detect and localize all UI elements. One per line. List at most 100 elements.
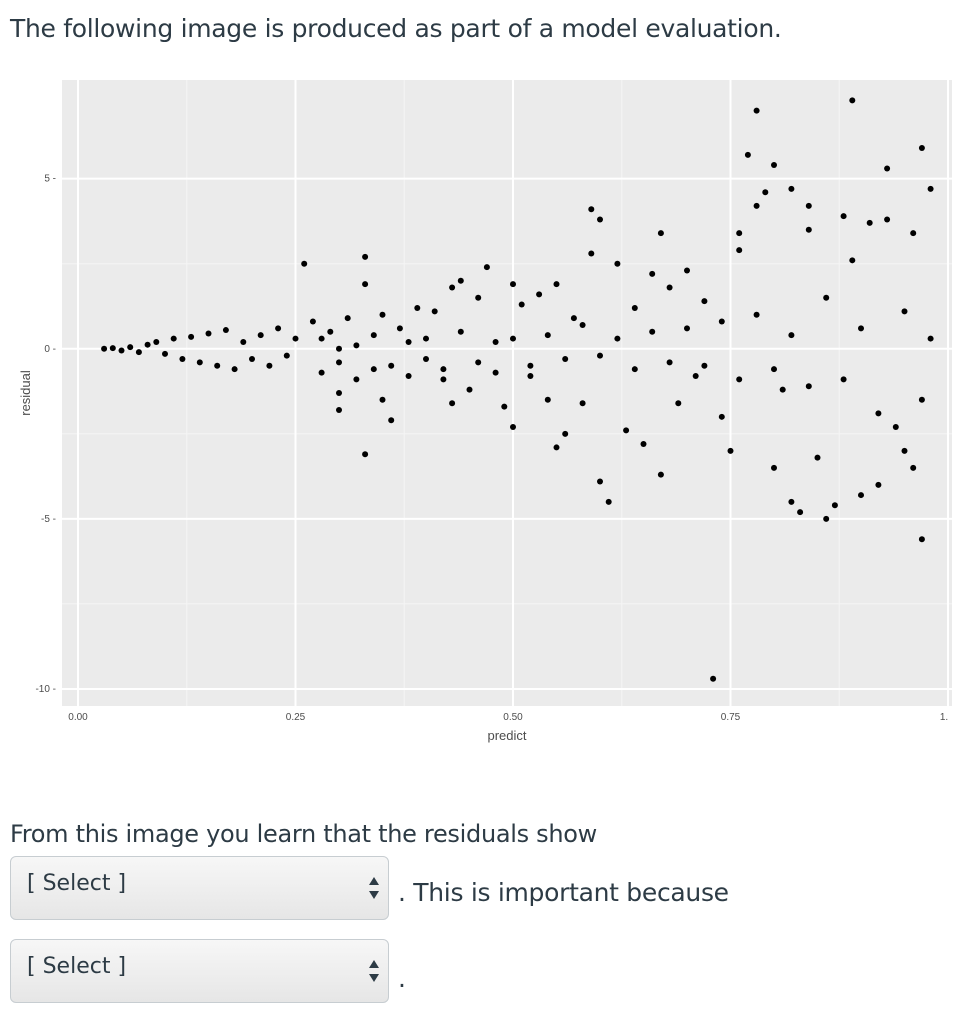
data-point <box>423 335 429 342</box>
data-point <box>510 281 516 288</box>
data-point <box>379 311 386 318</box>
data-point <box>858 492 864 499</box>
data-point <box>744 151 751 158</box>
question-middle: . This is important because <box>398 878 729 907</box>
data-point <box>597 478 603 485</box>
data-point <box>831 502 838 509</box>
data-point <box>892 424 899 431</box>
data-point <box>805 202 812 209</box>
data-point <box>858 325 864 332</box>
data-point <box>449 284 456 291</box>
data-point <box>649 270 656 277</box>
data-point <box>510 424 516 431</box>
data-point <box>849 257 856 264</box>
data-point <box>779 386 786 393</box>
data-point <box>257 332 264 339</box>
intro-text: The following image is produced as part … <box>10 14 782 43</box>
data-point <box>222 327 229 334</box>
data-point <box>640 441 647 448</box>
data-point <box>623 427 630 434</box>
x-axis-label: predict <box>487 728 526 743</box>
data-point <box>753 311 760 318</box>
data-point <box>718 413 725 420</box>
data-point <box>414 304 421 311</box>
data-point <box>388 362 395 369</box>
data-point <box>901 447 908 454</box>
data-point <box>440 376 447 383</box>
data-point <box>388 417 395 424</box>
data-point <box>614 335 621 342</box>
data-point <box>736 376 743 383</box>
data-point <box>370 366 377 373</box>
data-point <box>823 294 830 301</box>
data-point <box>614 260 621 267</box>
plot-panel <box>62 80 952 706</box>
data-point <box>884 216 891 223</box>
importance-select[interactable]: [ Select ] <box>10 939 389 1003</box>
data-point <box>718 318 725 325</box>
data-point <box>805 383 812 390</box>
data-point <box>918 396 925 403</box>
data-point <box>771 162 777 169</box>
data-point <box>292 335 299 342</box>
x-tick-label: 0.00 <box>68 712 88 723</box>
data-point <box>588 250 595 257</box>
data-point <box>431 308 438 315</box>
data-point <box>884 165 891 172</box>
data-point <box>153 338 160 345</box>
data-point <box>753 202 760 209</box>
data-point <box>597 216 603 223</box>
data-point <box>240 338 247 345</box>
data-point <box>788 185 795 192</box>
x-tick-label: 0.75 <box>721 712 741 723</box>
data-point <box>396 325 403 332</box>
data-point <box>475 294 482 301</box>
data-point <box>170 335 177 342</box>
data-point <box>901 308 908 315</box>
data-point <box>336 345 342 352</box>
residual-pattern-select[interactable]: [ Select ] <box>10 856 389 920</box>
data-point <box>849 97 856 104</box>
data-point <box>562 430 569 437</box>
data-point <box>544 332 551 339</box>
data-point <box>283 352 290 359</box>
data-point <box>684 267 690 274</box>
data-point <box>840 376 847 383</box>
data-point <box>701 298 708 305</box>
data-point <box>336 390 342 396</box>
data-point <box>483 264 490 271</box>
data-point <box>362 281 369 288</box>
data-point <box>179 355 186 362</box>
updown-arrow-icon <box>369 960 379 982</box>
data-point <box>840 213 847 220</box>
question-prefix: From this image you learn that the resid… <box>10 820 597 848</box>
data-point <box>492 369 499 376</box>
y-tick-label: 5 - <box>44 174 56 185</box>
data-point <box>466 386 473 393</box>
data-point <box>162 350 168 357</box>
data-point <box>449 400 456 407</box>
data-point <box>266 362 273 369</box>
data-point <box>605 498 612 505</box>
data-point <box>805 226 812 233</box>
y-tick-label: -10 - <box>35 684 56 695</box>
y-axis-label: residual <box>18 370 33 416</box>
data-point <box>797 509 804 516</box>
data-point <box>457 277 464 284</box>
question-end: . <box>398 964 406 993</box>
data-point <box>423 355 429 362</box>
data-point <box>631 304 638 311</box>
data-point <box>144 341 151 348</box>
data-point <box>684 325 690 332</box>
data-point <box>101 345 108 352</box>
data-point <box>370 332 377 339</box>
data-point <box>527 372 534 379</box>
data-point <box>788 498 795 505</box>
data-point <box>788 332 795 339</box>
data-point <box>518 301 525 308</box>
data-point <box>231 366 238 373</box>
data-point <box>588 206 595 213</box>
data-point <box>579 321 586 328</box>
select-value: [ Select ] <box>27 954 127 979</box>
data-point <box>362 451 369 458</box>
